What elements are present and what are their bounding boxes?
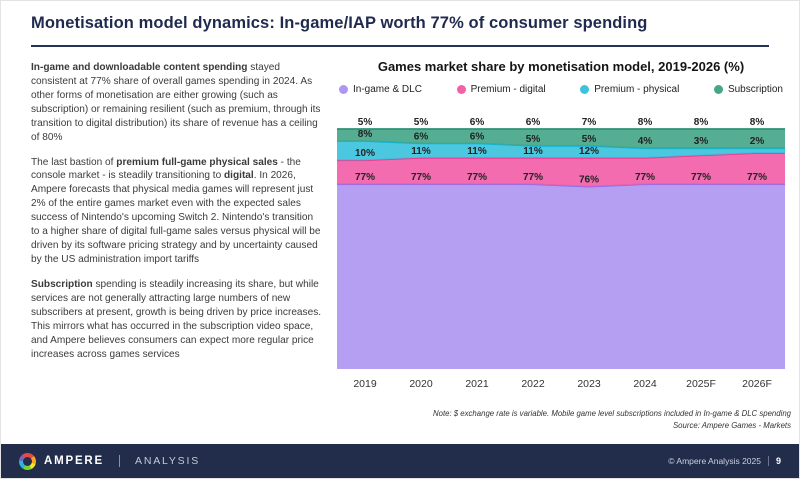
data-label: 6% [526, 117, 541, 128]
body-paragraph: In-game and downloadable content spendin… [31, 61, 323, 145]
text-run: The last bastion of [31, 156, 117, 168]
chart-legend: In-game & DLC Premium - digital Premium - … [331, 84, 791, 95]
data-label: 12% [579, 146, 599, 157]
text-run: - the console market - is steadily trans… [31, 156, 301, 182]
data-label: 77% [635, 172, 655, 183]
x-axis-label: 2026F [742, 378, 772, 390]
chart-note: Note: $ exchange rate is variable. Mobil… [433, 409, 791, 418]
data-label: 6% [470, 131, 485, 142]
x-axis-label: 2025F [686, 378, 716, 390]
data-label: 4% [638, 136, 653, 147]
area-layer [337, 141, 785, 161]
body-paragraph: Subscription spending is steadily increa… [31, 278, 323, 362]
page-number: 9 [775, 456, 781, 466]
data-label: 6% [414, 131, 429, 142]
legend-item: Premium - physical [580, 84, 679, 95]
footer-right: © Ampere Analysis 2025 9 [668, 456, 781, 466]
x-axis-label: 2019 [353, 378, 377, 390]
footer-separator [767, 456, 769, 466]
legend-label: Subscription [727, 84, 783, 95]
area-layer [337, 184, 785, 369]
text-run-bold: Subscription [31, 278, 93, 290]
data-label: 5% [526, 134, 541, 145]
legend-item: Subscription [713, 84, 783, 95]
chart-source: Source: Ampere Games - Markets [672, 421, 791, 431]
data-label: 8% [694, 117, 709, 128]
legend-label: Premium - physical [594, 84, 680, 95]
text-run: spending is steadily increasing its shar… [31, 278, 322, 360]
brand-subname: ANALYSIS [135, 455, 200, 467]
area-layer [337, 153, 785, 187]
x-axis-label: 2021 [465, 378, 489, 390]
data-label: 8% [638, 117, 653, 128]
x-axis-label: 2024 [633, 378, 657, 390]
chart-notes: Note: $ exchange rate is variable. Mobil… [331, 408, 791, 432]
data-label: 5% [414, 117, 429, 128]
brand-name: AMPERE [44, 455, 105, 467]
copyright-text: © Ampere Analysis 2025 [668, 456, 761, 466]
text-run-bold: In-game and downloadable content spendin… [31, 62, 248, 73]
x-axis-label: 2020 [409, 378, 433, 390]
ampere-logo: AMPERE ANALYSIS [19, 452, 200, 470]
data-label: 77% [691, 172, 711, 183]
stacked-area-chart: 77% 77% 77% 77% 76% 77% 77% 77% 10% 11% 11% 11% 12% 8… [337, 117, 785, 390]
data-label: 3% [694, 136, 709, 147]
area-layer [337, 129, 785, 149]
legend-item: Premium - digital [456, 84, 546, 95]
data-label: 8% [750, 117, 765, 128]
data-label: 11% [467, 146, 487, 157]
chart-title: Games market share by monetisation model… [377, 59, 745, 74]
data-label: 5% [358, 117, 373, 128]
legend-label: Premium - digital [470, 84, 546, 95]
ampere-logo-icon [19, 452, 36, 470]
chart-panel: Games market share by monetisation model… [331, 59, 791, 404]
data-label: 11% [523, 146, 543, 157]
legend-dot-icon [339, 85, 348, 94]
text-run-bold: premium full-game physical sales [116, 156, 278, 168]
text-run-bold: digital [224, 170, 254, 182]
legend-dot-icon [580, 85, 590, 94]
data-label: 2% [750, 136, 765, 147]
data-label: 10% [355, 148, 375, 159]
data-label: 8% [358, 129, 373, 140]
data-label: 11% [411, 146, 431, 157]
text-run: stayed consistent at 77% share of overal… [31, 62, 321, 143]
brand-divider [119, 455, 121, 467]
x-axis-label: 2023 [577, 378, 601, 390]
data-label: 77% [747, 172, 767, 183]
data-label: 5% [582, 134, 597, 145]
data-label: 77% [523, 172, 543, 183]
legend-item: In-game & DLC [339, 84, 422, 95]
data-label: 6% [470, 117, 485, 128]
data-label: 76% [579, 175, 599, 186]
data-label: 7% [582, 117, 597, 128]
data-label: 77% [355, 172, 375, 183]
page-title: Monetisation model dynamics: In-game/IAP… [31, 14, 648, 32]
data-label: 77% [411, 172, 431, 183]
title-divider [31, 45, 769, 47]
legend-label: In-game & DLC [353, 84, 422, 95]
text-run: . In 2026, Ampere forecasts that physica… [31, 170, 321, 265]
body-paragraph: The last bastion of premium full-game ph… [31, 156, 323, 267]
commentary-panel: In-game and downloadable content spendin… [31, 61, 323, 372]
data-label: 77% [467, 172, 487, 183]
x-axis-label: 2022 [521, 378, 545, 390]
footer-bar: AMPERE ANALYSIS © Ampere Analysis 2025 9 [1, 444, 799, 478]
legend-dot-icon [713, 85, 723, 94]
legend-dot-icon [456, 85, 466, 94]
